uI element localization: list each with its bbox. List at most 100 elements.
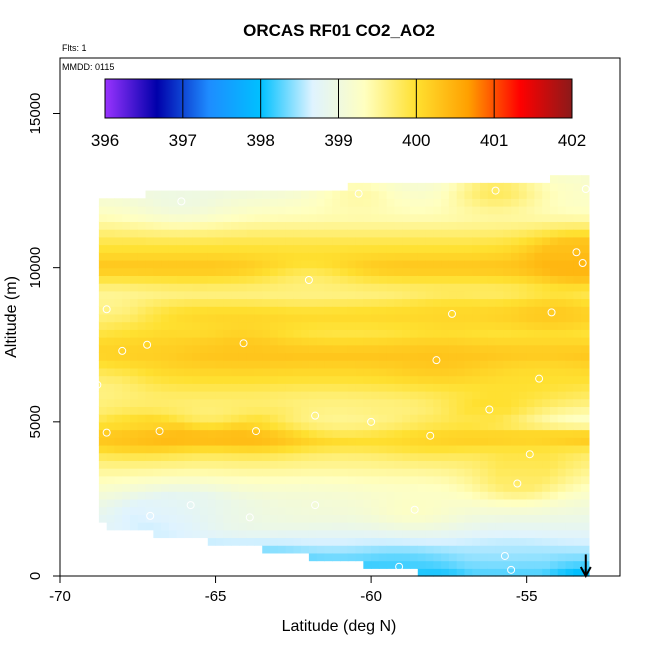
heatmap-cell	[410, 352, 419, 361]
heatmap-cell	[262, 529, 271, 539]
heatmap-cell	[534, 313, 543, 323]
heatmap-cell	[200, 259, 209, 269]
heatmap-cell	[137, 437, 147, 446]
heatmap-cell	[192, 275, 201, 284]
heatmap-cell	[480, 313, 489, 323]
heatmap-cell	[301, 421, 310, 431]
heatmap-cell	[254, 452, 263, 461]
heatmap-cell	[98, 206, 108, 215]
heatmap-cell	[270, 313, 279, 323]
heatmap-cell	[347, 290, 357, 300]
heatmap-cell	[425, 398, 434, 408]
heatmap-cell	[238, 298, 248, 307]
heatmap-cell	[448, 437, 458, 446]
heatmap-cell	[542, 244, 551, 253]
heatmap-cell	[168, 468, 178, 477]
heatmap-cell	[526, 306, 536, 315]
heatmap-cell	[347, 537, 357, 546]
heatmap-cell	[254, 375, 263, 384]
heatmap-cell	[573, 306, 582, 315]
heatmap-cell	[456, 229, 466, 238]
heatmap-cell	[417, 406, 427, 415]
heatmap-cell	[511, 329, 520, 338]
heatmap-cell	[238, 206, 248, 215]
heatmap-cell	[246, 498, 256, 508]
heatmap-cell	[238, 213, 248, 223]
heatmap-cell	[581, 498, 590, 508]
heatmap-cell	[332, 321, 341, 330]
heatmap-cell	[340, 452, 349, 461]
heatmap-cell	[308, 313, 318, 323]
heatmap-cell	[550, 545, 559, 554]
heatmap-cell	[386, 452, 396, 461]
observation-point	[572, 248, 581, 257]
colorbar-tick-label: 398	[246, 131, 274, 150]
heatmap-cell	[495, 468, 504, 477]
heatmap-cell	[137, 259, 147, 269]
heatmap-cell	[277, 483, 287, 492]
heatmap-cell	[542, 483, 551, 492]
heatmap-cell	[534, 522, 543, 531]
heatmap-cell	[285, 429, 294, 438]
heatmap-cell	[394, 244, 403, 253]
heatmap-cell	[456, 313, 466, 323]
heatmap-cell	[487, 475, 497, 485]
heatmap-cell	[200, 468, 209, 477]
heatmap-cell	[98, 444, 108, 454]
heatmap-cell	[550, 290, 559, 300]
heatmap-cell	[122, 267, 131, 276]
heatmap-cell	[192, 367, 201, 377]
heatmap-cell	[394, 437, 403, 446]
heatmap-cell	[394, 375, 403, 384]
heatmap-cell	[207, 298, 217, 307]
heatmap-cell	[161, 259, 170, 269]
heatmap-cell	[394, 514, 403, 523]
heatmap-cell	[270, 545, 279, 554]
heatmap-cell	[402, 298, 411, 307]
heatmap-cell	[145, 229, 154, 238]
heatmap-cell	[378, 290, 388, 300]
heatmap-cell	[417, 252, 427, 261]
heatmap-cell	[324, 213, 333, 223]
heatmap-cell	[394, 398, 403, 408]
heatmap-cell	[262, 229, 271, 238]
heatmap-cell	[581, 306, 590, 315]
heatmap-cell	[402, 306, 411, 315]
heatmap-cell	[168, 529, 178, 539]
heatmap-cell	[340, 552, 349, 562]
heatmap-cell	[534, 275, 543, 284]
heatmap-cell	[293, 421, 302, 431]
heatmap-cell	[378, 560, 388, 569]
heatmap-cell	[308, 344, 318, 354]
heatmap-cell	[581, 259, 590, 269]
heatmap-cell	[371, 514, 380, 523]
heatmap-cell	[231, 468, 240, 477]
heatmap-cell	[176, 391, 186, 400]
heatmap-cell	[371, 182, 380, 192]
heatmap-cell	[464, 306, 473, 315]
heatmap-cell	[425, 313, 434, 323]
heatmap-cell	[526, 437, 536, 446]
heatmap-cell	[98, 414, 108, 423]
heatmap-cell	[114, 337, 123, 346]
heatmap-cell	[526, 259, 536, 269]
heatmap-cell	[581, 283, 590, 292]
heatmap-cell	[433, 475, 442, 485]
heatmap-cell	[480, 267, 489, 276]
heatmap-cell	[557, 213, 567, 223]
heatmap-cell	[340, 545, 349, 554]
heatmap-cell	[487, 560, 497, 569]
heatmap-cell	[316, 375, 326, 384]
heatmap-cell	[363, 437, 372, 446]
heatmap-cell	[301, 283, 310, 292]
heatmap-cell	[518, 283, 528, 292]
heatmap-cell	[425, 522, 434, 531]
heatmap-cell	[200, 367, 209, 377]
heatmap-cell	[285, 491, 294, 500]
heatmap-cell	[332, 383, 341, 392]
heatmap-cell	[542, 236, 551, 246]
heatmap-cell	[184, 498, 193, 508]
heatmap-cell	[565, 537, 574, 546]
heatmap-cell	[324, 275, 333, 284]
heatmap-cell	[542, 344, 551, 354]
